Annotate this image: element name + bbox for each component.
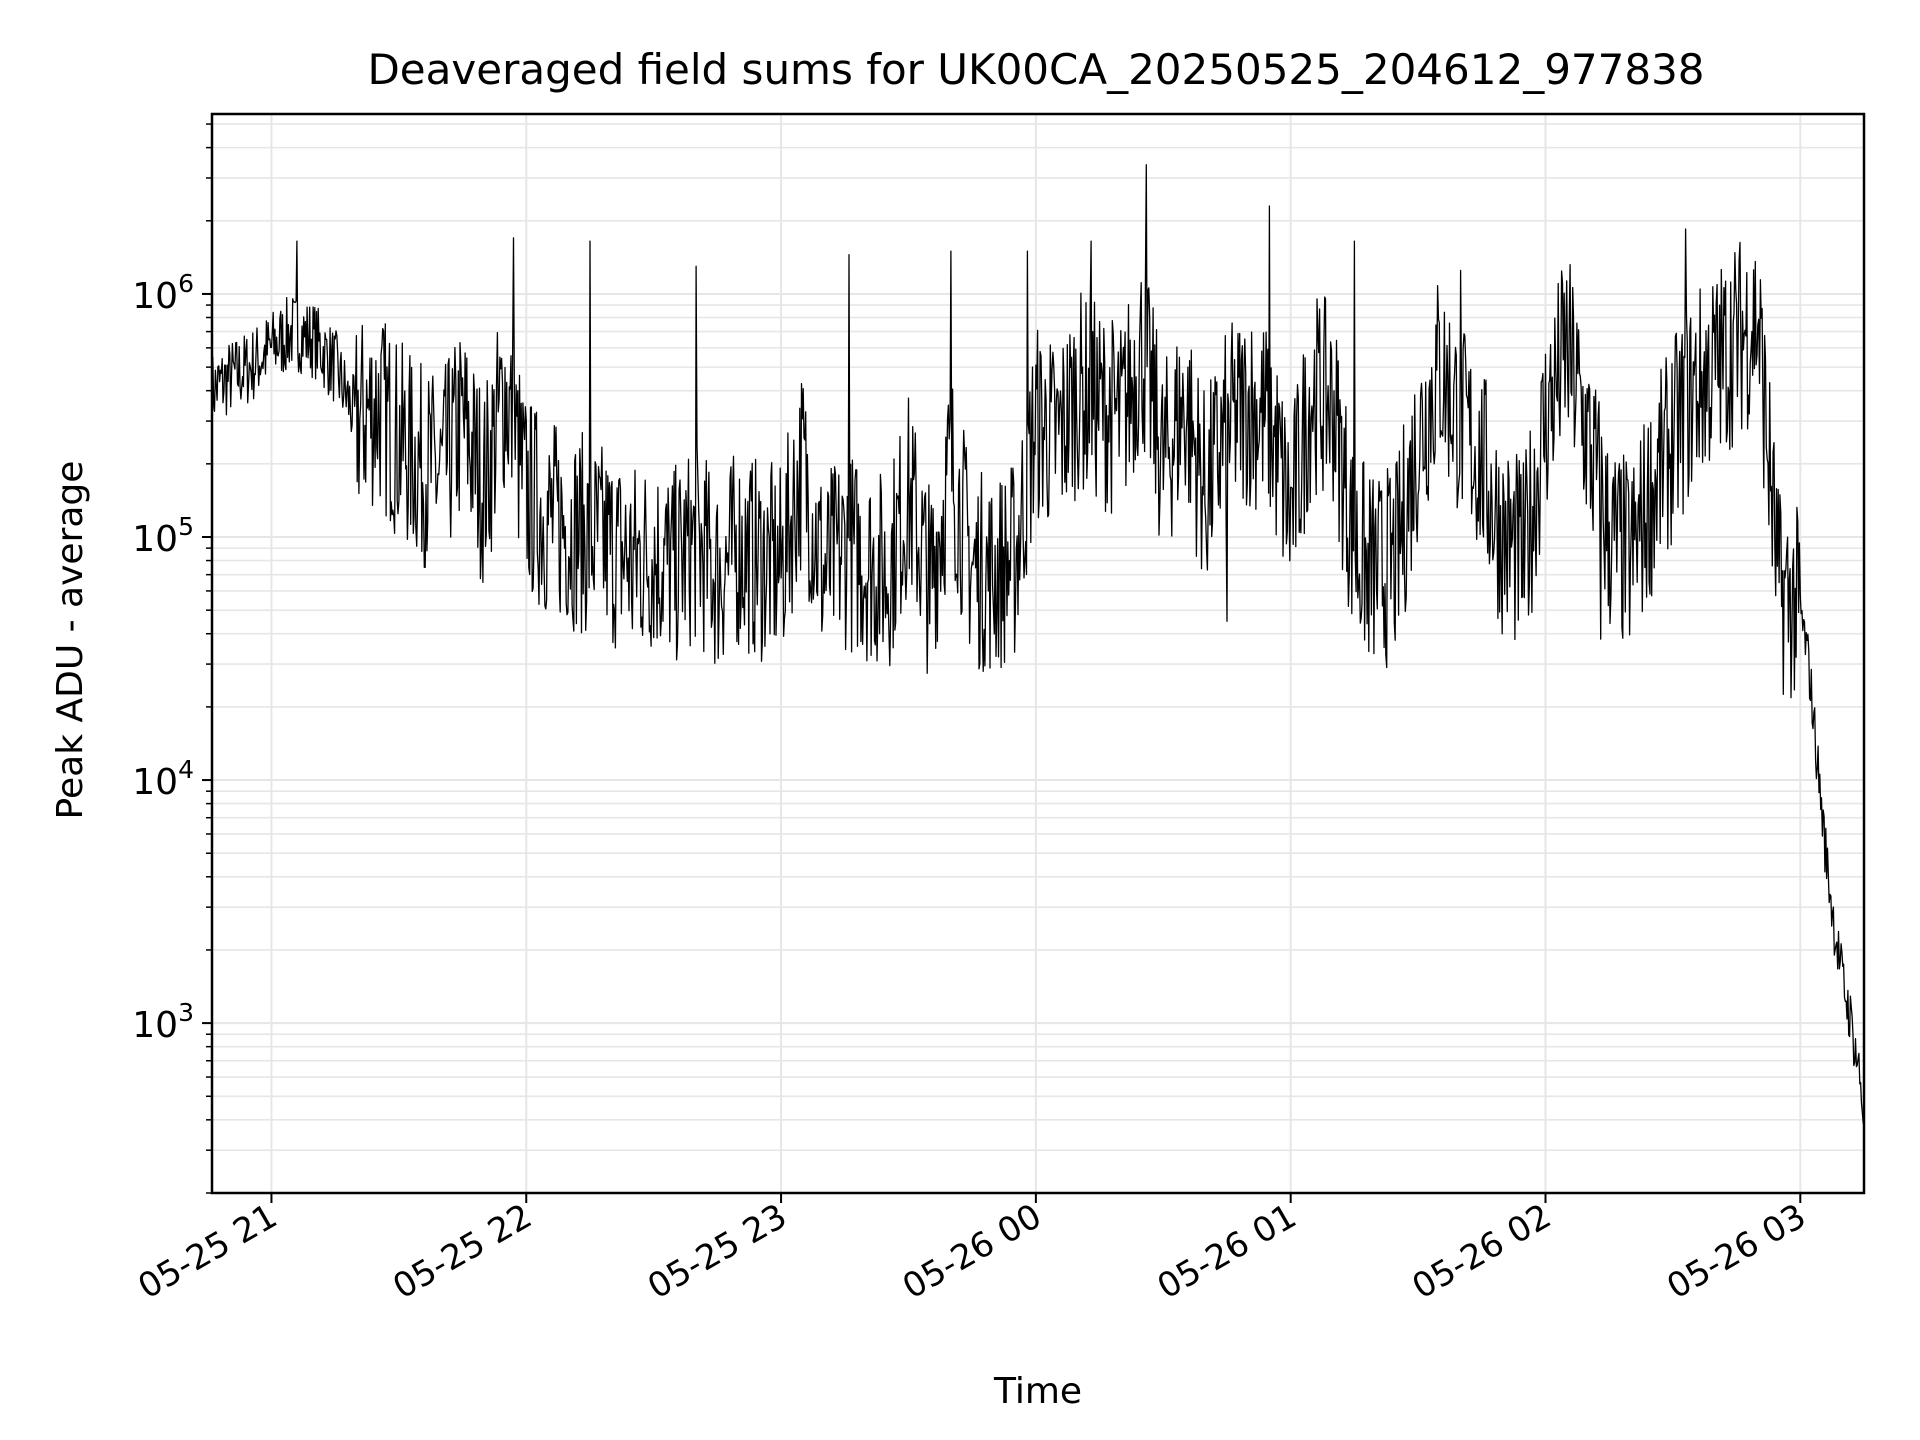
- y-axis-label: Peak ADU - average: [50, 461, 91, 820]
- x-axis-label: Time: [993, 1371, 1082, 1412]
- grid-lines: [212, 114, 1864, 1194]
- y-tick-label: 104: [132, 755, 194, 803]
- chart-title: Deaveraged field sums for UK00CA_2025052…: [367, 45, 1704, 94]
- y-tick-label: 103: [132, 998, 194, 1046]
- plot-frame: [210, 112, 1866, 1195]
- series-line: [211, 164, 1865, 1125]
- y-tick-label: 105: [132, 512, 194, 560]
- y-tick-label: 106: [132, 269, 194, 317]
- series-line-group: [211, 164, 1865, 1125]
